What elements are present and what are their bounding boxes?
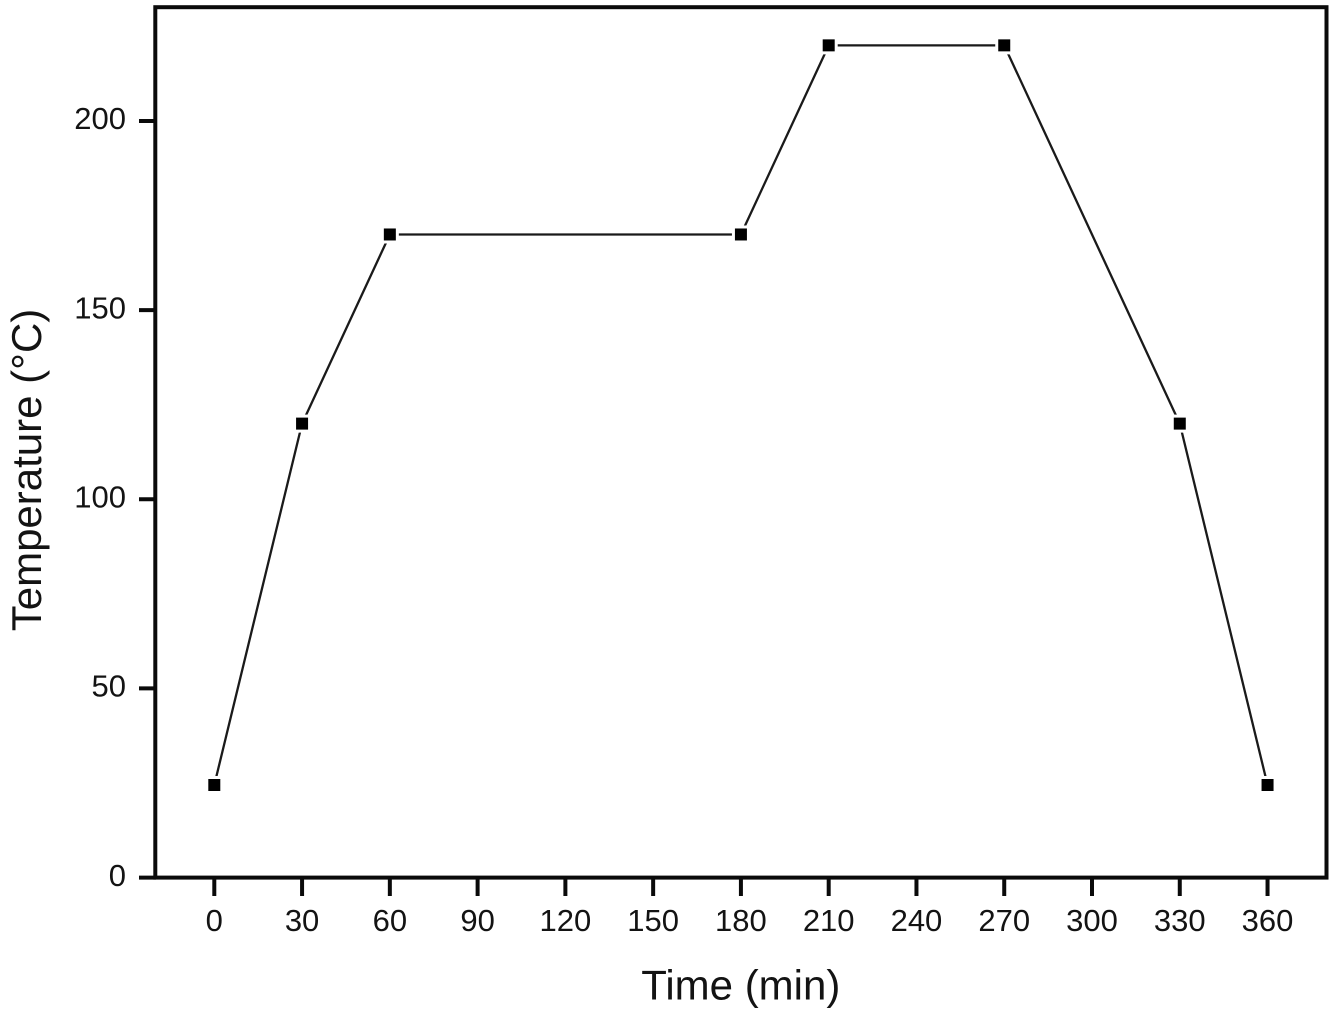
svg-text:150: 150 [74,290,126,325]
svg-text:Time (min): Time (min) [641,962,840,1009]
svg-text:Temperature (°C): Temperature (°C) [3,309,50,632]
svg-text:30: 30 [285,903,319,938]
svg-text:100: 100 [74,480,126,515]
svg-text:50: 50 [92,669,126,704]
svg-text:360: 360 [1242,903,1294,938]
svg-text:0: 0 [109,858,126,893]
svg-text:330: 330 [1154,903,1206,938]
svg-text:240: 240 [891,903,943,938]
svg-text:90: 90 [460,903,494,938]
svg-text:200: 200 [74,101,126,136]
svg-text:180: 180 [715,903,767,938]
svg-text:150: 150 [627,903,679,938]
svg-text:270: 270 [978,903,1030,938]
svg-text:0: 0 [206,903,223,938]
svg-text:210: 210 [803,903,855,938]
svg-text:120: 120 [540,903,592,938]
svg-text:300: 300 [1066,903,1118,938]
svg-text:60: 60 [373,903,407,938]
